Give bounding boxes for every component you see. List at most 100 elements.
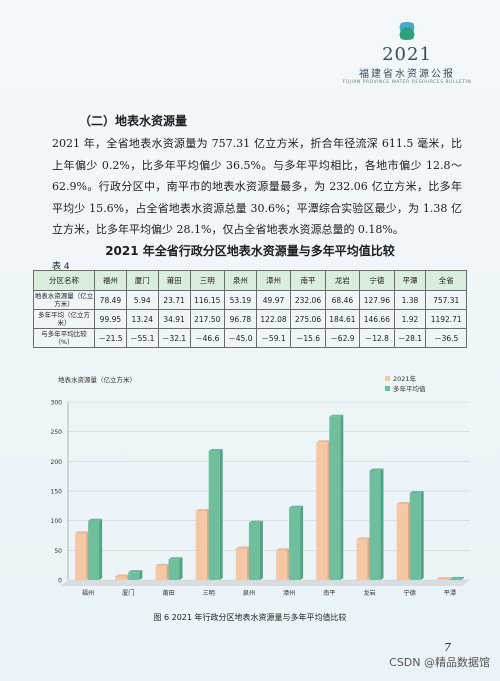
row-header-cell: 多年平均（亿立方米） xyxy=(33,309,95,329)
row-header-cell: 地表水资源量（亿立方米） xyxy=(33,290,95,310)
bar-chart: 0 50 100 150 200 250 300 地表水资源量（亿立方米） 2021年 多年平均值… xyxy=(40,372,480,607)
table-cell: 127.96 xyxy=(359,290,395,310)
bar-top xyxy=(356,537,371,540)
table-cell: 1.92 xyxy=(393,309,427,329)
watermark: CSDN @精品数据馆 xyxy=(389,656,490,669)
bar-side xyxy=(139,570,143,580)
header-cell: 福州 xyxy=(94,270,127,291)
header-cell: 宁德 xyxy=(359,270,395,291)
bar-2021 xyxy=(195,511,207,580)
x-tick-label: 福州 xyxy=(82,589,94,597)
chart-floor xyxy=(60,580,470,586)
bar-avg xyxy=(409,492,421,580)
table-cell: 757.31 xyxy=(425,290,467,310)
header-cell: 全省 xyxy=(425,270,467,291)
logo-title-cn: 福建省水资源公报 xyxy=(359,69,455,80)
bar-avg xyxy=(88,520,100,580)
bar-top xyxy=(195,509,210,512)
header-cell: 漳州 xyxy=(255,270,292,291)
comparison-table: 分区名称 福州 厦门 莆田 三明 泉州 漳州 南平 龙岩 宁德 平潭 全省 地表水资源量（亿立方米） 7… xyxy=(33,270,467,348)
bar-avg xyxy=(329,416,341,580)
table-cell: 96.78 xyxy=(223,309,257,329)
bulletin-logo: 2021 福建省水资源公报 FUJIAN PROVINCE WATER RESO… xyxy=(332,12,482,92)
bar-top xyxy=(115,574,130,577)
y-tick-label: 150 xyxy=(51,489,63,496)
bar-avg xyxy=(289,507,301,580)
table-cell: 146.66 xyxy=(359,309,395,329)
table-cell: 78.49 xyxy=(94,290,127,310)
table-cell: 49.97 xyxy=(255,290,292,310)
bar-top xyxy=(155,563,170,566)
section-title: （二）地表水资源量 xyxy=(79,114,188,128)
bar-avg xyxy=(248,522,260,580)
figure-caption: 图 6 2021 年行政分区地表水资源量与多年平均值比较 xyxy=(153,613,347,622)
table-cell: 23.71 xyxy=(157,290,191,310)
y-tick-label: 0 xyxy=(58,578,62,585)
bar-avg xyxy=(369,470,381,580)
bar-side xyxy=(420,490,424,580)
bar-side xyxy=(99,518,103,580)
table-cell: 1.38 xyxy=(393,290,427,310)
legend-label-avg: 多年平均值 xyxy=(393,384,426,393)
table-row: 多年平均（亿立方米） 99.95 13.24 34.91 217.50 96.78 122.… xyxy=(33,309,467,329)
legend-swatch-avg xyxy=(385,386,390,391)
bar-top xyxy=(329,414,344,417)
bar-top xyxy=(436,577,451,580)
table-cell: 53.19 xyxy=(223,290,257,310)
bar-top xyxy=(289,505,304,508)
table-cell: 116.15 xyxy=(189,290,225,310)
bar-top xyxy=(235,546,250,549)
table-cell: 99.95 xyxy=(94,309,127,329)
water-drop-icon xyxy=(394,22,420,40)
y-tick-label: 50 xyxy=(54,548,62,555)
table-cell: －46.6 xyxy=(189,328,225,348)
table-cell: 13.24 xyxy=(125,309,159,329)
bar-2021 xyxy=(316,442,328,580)
bar-2021 xyxy=(396,504,408,580)
bar-top xyxy=(88,518,103,521)
table-cell: 232.06 xyxy=(290,290,326,310)
x-tick-label: 厦门 xyxy=(122,589,134,597)
x-tick-label: 三明 xyxy=(203,590,215,597)
bar-top xyxy=(168,557,183,560)
bar-top xyxy=(449,576,464,579)
bar-top xyxy=(276,548,291,551)
table-cell: －32.1 xyxy=(157,328,191,348)
table-cell: －21.5 xyxy=(94,328,127,348)
table-cell: －62.9 xyxy=(324,328,361,348)
header-cell: 平潭 xyxy=(393,270,427,291)
bar-2021 xyxy=(75,533,87,580)
y-tick-label: 100 xyxy=(51,518,63,525)
table-cell: 217.50 xyxy=(189,309,225,329)
bar-side xyxy=(380,468,384,580)
y-tick-label: 300 xyxy=(51,400,63,407)
y-tick-label: 250 xyxy=(51,429,63,436)
table-cell: －45.0 xyxy=(223,328,257,348)
table-cell: 184.61 xyxy=(324,309,361,329)
bar-2021 xyxy=(436,579,448,580)
x-tick-label: 南平 xyxy=(323,589,335,597)
table-cell: －55.1 xyxy=(125,328,159,348)
header-cell: 三明 xyxy=(189,270,225,291)
table-cell: 5.94 xyxy=(125,290,159,310)
bar-side xyxy=(340,414,344,580)
legend-swatch-2021 xyxy=(385,376,390,381)
header-cell: 龙岩 xyxy=(324,270,361,291)
table-cell: －12.8 xyxy=(359,328,395,348)
bar-avg xyxy=(208,450,220,580)
header-cell-region-name: 分区名称 xyxy=(33,270,95,291)
table-cell: 34.91 xyxy=(157,309,191,329)
bar-side xyxy=(300,505,304,580)
bar-side xyxy=(219,448,223,580)
bar-top xyxy=(316,440,331,443)
bar-2021 xyxy=(155,565,167,580)
bar-avg xyxy=(168,559,180,580)
table-cell: －36.5 xyxy=(425,328,467,348)
table-cell: 275.06 xyxy=(290,309,326,329)
x-tick-label: 宁德 xyxy=(404,589,416,597)
table-row: 地表水资源量（亿立方米） 78.49 5.94 23.71 116.15 53.19 49.… xyxy=(33,290,467,310)
bar-2021 xyxy=(235,548,247,580)
table-cell: －15.6 xyxy=(290,328,326,348)
header-cell: 厦门 xyxy=(125,270,159,291)
table-cell: －59.1 xyxy=(255,328,292,348)
